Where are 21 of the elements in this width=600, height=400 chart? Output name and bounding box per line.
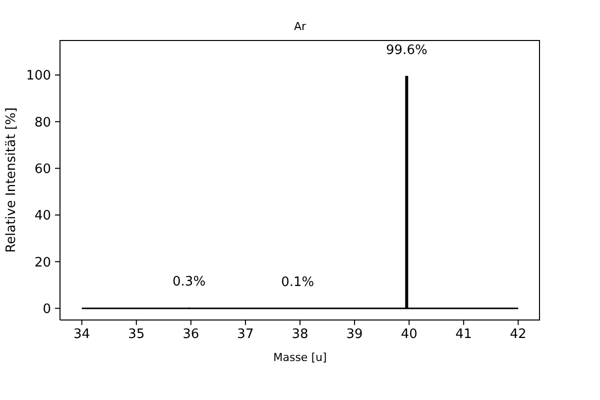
x-tick-label: 38	[292, 327, 308, 342]
x-tick-label: 37	[237, 327, 254, 342]
x-tick-label: 42	[510, 327, 526, 342]
x-tick-label: 36	[182, 327, 200, 342]
x-tick-label: 41	[455, 327, 472, 342]
x-tick-label: 34	[74, 327, 90, 342]
y-tick-label: 60	[34, 162, 51, 177]
data-label: 0.1%	[281, 275, 314, 290]
x-tick-label: 40	[400, 327, 418, 342]
data-label: 99.6%	[386, 42, 428, 58]
y-tick-label: 0	[42, 302, 51, 317]
y-tick-label: 40	[34, 208, 51, 224]
x-tick-label: 35	[128, 327, 145, 342]
y-tick-label: 20	[34, 255, 51, 270]
x-axis-title: Masse [u]	[273, 351, 327, 364]
x-tick-label: 39	[346, 327, 363, 342]
chart-title: Ar	[292, 20, 308, 34]
y-tick-label: 100	[26, 68, 51, 84]
y-axis-title: Relative Intensität [%]	[4, 107, 18, 253]
y-tick-label: 80	[34, 115, 51, 130]
data-label: 0.3%	[172, 274, 206, 290]
